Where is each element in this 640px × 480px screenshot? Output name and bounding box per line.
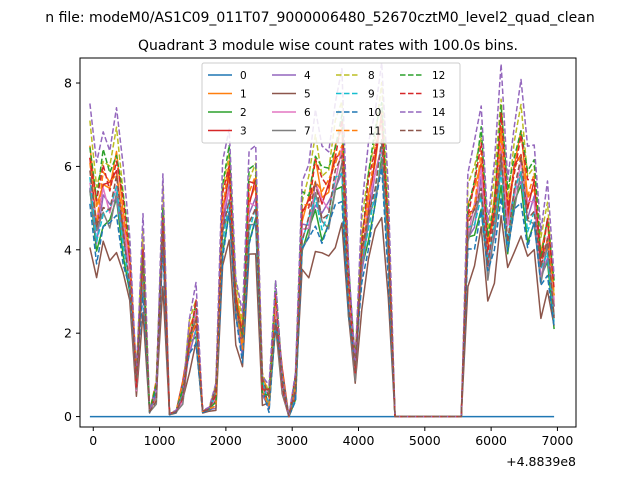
legend-label-15: 15	[432, 126, 445, 138]
legend-label-13: 13	[432, 89, 445, 101]
axes-frame	[79, 57, 577, 428]
legend-label-7: 7	[304, 126, 311, 138]
series-line-13	[89, 112, 555, 418]
legend-label-4: 4	[304, 70, 311, 82]
legend-label-9: 9	[368, 89, 375, 101]
x-tick-label: 4000	[343, 433, 375, 448]
chart-suptitle: n file: modeM0/AS1C09_011T07_9000006480_…	[45, 10, 594, 26]
legend-label-6: 6	[304, 107, 311, 119]
x-tick-label: 7000	[542, 433, 574, 448]
legend-label-5: 5	[304, 89, 311, 101]
plot-area	[89, 61, 555, 418]
legend-label-0: 0	[240, 70, 247, 82]
legend-label-3: 3	[240, 126, 247, 138]
y-tick-label: 0	[64, 409, 72, 424]
x-tick-label: 2000	[210, 433, 242, 448]
chart-title: Quadrant 3 module wise count rates with …	[138, 38, 518, 54]
legend-label-8: 8	[368, 70, 375, 82]
y-tick-label: 4	[64, 242, 72, 257]
legend-label-12: 12	[432, 70, 445, 82]
x-axis: 0 1000 2000 3000 4000 5000 6000 7000	[89, 427, 573, 448]
y-axis: 0 2 4 6 8	[64, 76, 80, 424]
x-offset-text: +4.8839e8	[506, 454, 576, 469]
y-tick-label: 8	[64, 76, 72, 91]
x-tick-label: 5000	[409, 433, 441, 448]
x-tick-label: 6000	[475, 433, 507, 448]
x-tick-label: 3000	[276, 433, 308, 448]
x-tick-label: 1000	[144, 433, 176, 448]
y-tick-label: 2	[64, 326, 72, 341]
y-tick-label: 6	[64, 159, 72, 174]
legend-label-1: 1	[240, 89, 247, 101]
legend-label-11: 11	[368, 126, 381, 138]
series-line-15	[89, 139, 555, 418]
series-line-14	[89, 61, 555, 418]
legend-label-2: 2	[240, 107, 247, 119]
legend-frame	[201, 62, 461, 144]
x-tick-label: 0	[89, 433, 97, 448]
legend-label-10: 10	[368, 107, 381, 119]
legend-label-14: 14	[432, 107, 446, 119]
